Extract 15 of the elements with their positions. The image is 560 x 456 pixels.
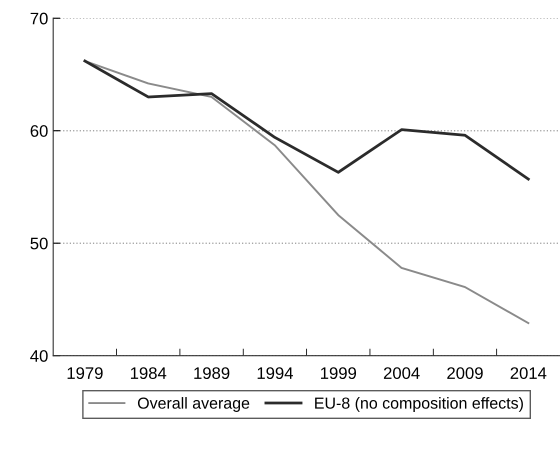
x-tick-label: 1984 xyxy=(130,367,166,380)
y-tick-label: 70 xyxy=(30,12,48,24)
y-tick-label: 60 xyxy=(30,125,48,137)
x-tick-label: 1999 xyxy=(321,367,356,380)
legend-label: Overall average xyxy=(138,397,250,412)
y-tick-label: 40 xyxy=(30,350,48,362)
x-tick-label: 1989 xyxy=(194,367,230,380)
x-tick-label: 1994 xyxy=(258,367,293,380)
line-series xyxy=(83,60,530,180)
x-tick-label: 2014 xyxy=(510,367,546,380)
legend-label: EU-8 (no composition effects) xyxy=(315,397,523,412)
x-tick-label: 2004 xyxy=(384,367,420,380)
x-tick-label: 1979 xyxy=(68,367,103,380)
x-tick-label: 2009 xyxy=(447,367,483,380)
y-tick-label: 50 xyxy=(30,238,48,250)
